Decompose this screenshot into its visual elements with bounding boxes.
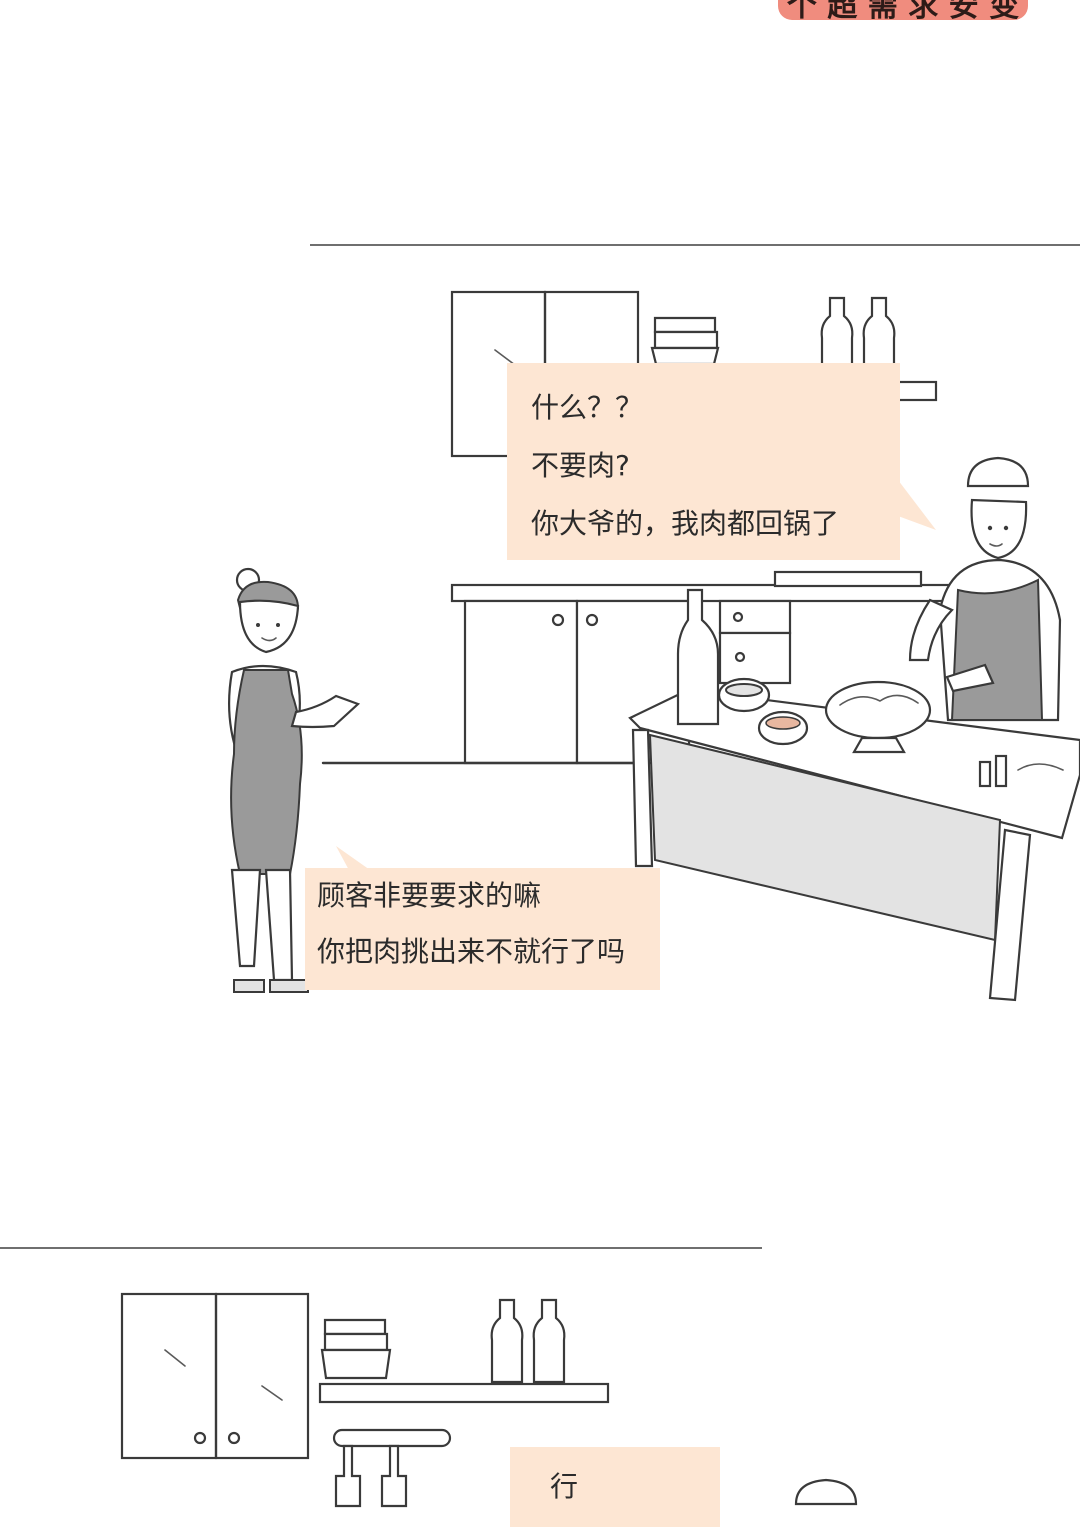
- chef-figure: [908, 456, 1062, 722]
- chef-line-2: 不要肉?: [531, 449, 630, 482]
- panel2-line-1: 行: [550, 1470, 579, 1503]
- waitress-figure: [228, 567, 361, 993]
- front-table: [628, 588, 1080, 1002]
- panel2-speech-bubble: 行: [510, 1447, 720, 1527]
- chef-bubble-tail: [898, 480, 936, 530]
- chef-speech-bubble: 什么？？ 不要肉? 你大爷的，我肉都回锅了: [507, 363, 900, 560]
- waitress-bubble-tail: [336, 846, 370, 872]
- chef-line-1: 什么？？: [531, 391, 644, 424]
- waitress-line-1: 顾客非要要求的嘛: [317, 879, 542, 912]
- back-counter: [321, 570, 954, 765]
- chef-line-3: 你大爷的，我肉都回锅了: [531, 507, 840, 540]
- chef-hat-partial: [794, 1478, 858, 1506]
- waitress-line-2: 你把肉挑出来不就行了吗: [317, 935, 626, 968]
- panel-divider-bottom: [0, 1247, 762, 1249]
- waitress-speech-bubble: 顾客非要要求的嘛 你把肉挑出来不就行了吗: [305, 868, 660, 990]
- shelf-bottles-2: [318, 1298, 610, 1404]
- header-tag: 个 超 需 求 安 变: [778, 0, 1028, 20]
- bowl-stack-2: [320, 1318, 392, 1380]
- wall-cabinet-2: [120, 1292, 310, 1460]
- utensil-rail: [332, 1428, 452, 1508]
- panel-divider-top: [310, 244, 1080, 246]
- header-tag-label: 个 超 需 求 安 变: [786, 0, 1020, 20]
